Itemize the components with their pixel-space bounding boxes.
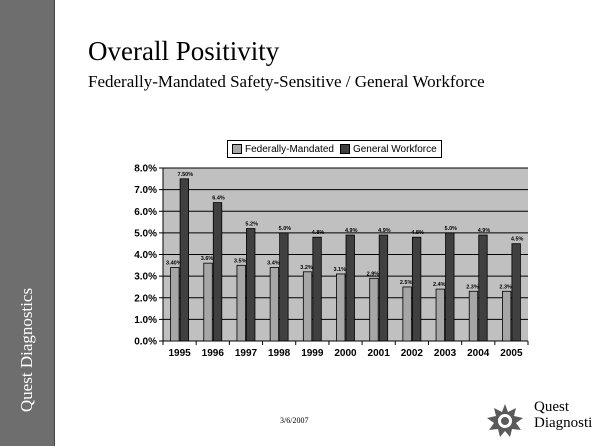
bar-federally-mandated: [236, 264, 246, 342]
y-tick-label: 8.0%: [134, 164, 157, 175]
legend-item-federally-mandated: Federally-Mandated: [232, 144, 334, 155]
x-tick-label: 2002: [401, 348, 424, 359]
y-tick-label: 1.0%: [134, 315, 157, 326]
logo-word-diagnostics: Diagnostics: [534, 415, 592, 431]
bar-general-workforce: [478, 234, 488, 342]
data-label-federally-mandated: 2.3%: [499, 284, 512, 290]
x-tick-label: 1995: [168, 348, 191, 359]
y-tick-label: 3.0%: [134, 272, 157, 283]
bar-federally-mandated: [435, 288, 445, 342]
y-tick-label: 2.0%: [134, 293, 157, 304]
data-label-general-workforce: 4.9%: [345, 228, 358, 234]
y-tick-label: 4.0%: [134, 250, 157, 261]
data-label-federally-mandated: 3.2%: [300, 265, 313, 271]
bar-general-workforce: [411, 236, 422, 342]
data-label-general-workforce: 5.0%: [445, 226, 458, 232]
x-tick-label: 2001: [368, 348, 391, 359]
bar-general-workforce: [179, 178, 189, 342]
bar-general-workforce: [445, 232, 455, 342]
bar-federally-mandated: [502, 290, 512, 342]
bar-general-workforce: [279, 232, 289, 342]
sidebar: Quest Diagnostics: [0, 0, 55, 446]
slide-date: 3/6/2007: [280, 416, 309, 425]
data-label-general-workforce: 6.4%: [212, 196, 225, 202]
legend-swatch-federally-mandated: [232, 144, 242, 154]
data-label-general-workforce: 4.5%: [511, 237, 524, 243]
x-tick-label: 1998: [268, 348, 291, 359]
x-tick-label: 2003: [434, 348, 457, 359]
bar-federally-mandated: [468, 290, 479, 342]
data-label-general-workforce: 4.8%: [411, 230, 424, 236]
bar-federally-mandated: [402, 286, 412, 342]
bar-federally-mandated: [203, 262, 213, 342]
legend-item-general-workforce: General Workforce: [339, 143, 437, 155]
data-label-general-workforce: 5.2%: [245, 222, 258, 228]
quest-logo-icon: [487, 404, 523, 437]
bar-general-workforce: [378, 234, 389, 342]
data-label-general-workforce: 4.9%: [378, 228, 391, 234]
x-tick-label: 2000: [334, 348, 357, 359]
data-label-federally-mandated: 3.1%: [333, 267, 346, 273]
x-tick-label: 1999: [301, 348, 324, 359]
y-tick-label: 5.0%: [134, 228, 157, 239]
data-label-federally-mandated: 3.6%: [201, 256, 214, 262]
slide-title: Overall Positivity: [88, 36, 280, 66]
bar-federally-mandated: [269, 267, 280, 342]
data-label-general-workforce: 4.9%: [478, 228, 491, 234]
bar-general-workforce: [511, 243, 521, 342]
bar-general-workforce: [212, 202, 223, 342]
data-label-general-workforce: 5.0%: [279, 226, 292, 232]
y-tick-label: 6.0%: [134, 207, 157, 218]
x-tick-label: 2005: [500, 348, 523, 359]
data-label-general-workforce: 7.50%: [178, 172, 194, 178]
data-label-general-workforce: 4.8%: [312, 230, 325, 236]
x-tick-label: 2004: [467, 348, 490, 359]
bar-general-workforce: [312, 236, 322, 342]
data-label-federally-mandated: 3.4%: [267, 260, 280, 266]
logo-word-quest: Quest: [534, 399, 569, 415]
legend-swatch-general-workforce: [339, 144, 350, 154]
legend-label-general-workforce: General Workforce: [352, 143, 437, 155]
bar-federally-mandated: [170, 267, 180, 342]
x-tick-label: 1997: [235, 348, 258, 359]
y-tick-label: 7.0%: [134, 185, 157, 196]
slide-subtitle: Federally-Mandated Safety-Sensitive / Ge…: [88, 72, 485, 91]
data-label-federally-mandated: 2.4%: [433, 282, 446, 288]
quest-diagnostics-logo: Quest Diagnostics: [481, 398, 592, 442]
data-label-federally-mandated: 2.3%: [466, 284, 479, 290]
bar-general-workforce: [246, 228, 256, 342]
data-label-federally-mandated: 2.5%: [400, 280, 413, 286]
chart-legend: Federally-Mandated General Workforce: [227, 140, 442, 158]
bar-federally-mandated: [302, 271, 313, 342]
bar-federally-mandated: [336, 273, 346, 342]
bar-federally-mandated: [369, 277, 379, 342]
data-label-federally-mandated: 2.9%: [367, 271, 380, 277]
data-label-federally-mandated: 3.40%: [166, 260, 182, 266]
x-tick-label: 1996: [202, 348, 225, 359]
data-label-federally-mandated: 3.5%: [234, 258, 247, 264]
y-tick-label: 0.0%: [134, 337, 157, 348]
legend-label-federally-mandated: Federally-Mandated: [245, 143, 334, 155]
bar-general-workforce: [345, 234, 355, 342]
